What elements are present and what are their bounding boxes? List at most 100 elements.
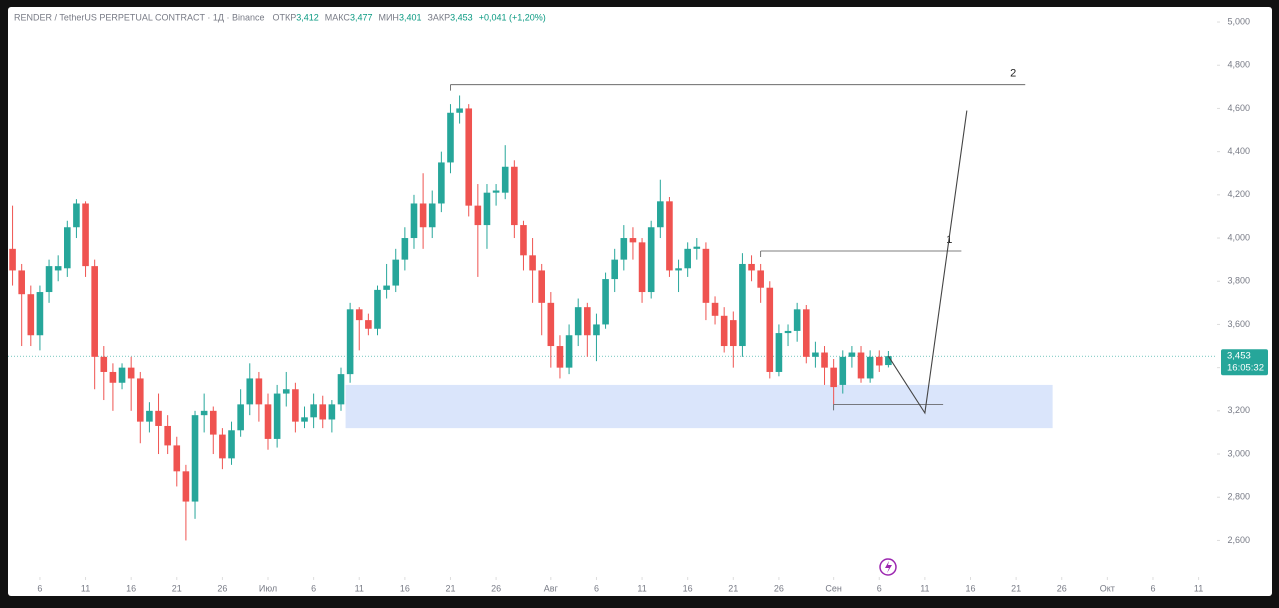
y-tick-label: 2,600 <box>1227 535 1250 545</box>
candle-body <box>492 190 500 193</box>
candle-body <box>793 309 801 331</box>
y-tick-label: 4,800 <box>1227 60 1250 70</box>
candle-body <box>866 356 874 379</box>
candle-body <box>146 410 153 422</box>
candle-body <box>282 389 290 394</box>
legend-value: 3,412 <box>296 12 319 22</box>
y-tick-label: 3,000 <box>1227 448 1250 458</box>
candle-body <box>255 378 263 405</box>
last-price-label: 3,453 <box>1227 351 1251 362</box>
x-tick-label: 11 <box>355 583 364 593</box>
candle-body <box>45 266 53 293</box>
candle-body <box>355 309 363 321</box>
legend-label: ОТКР <box>273 12 297 22</box>
candle-body <box>812 352 819 357</box>
candle-body <box>164 425 171 446</box>
x-tick-label: 16 <box>965 583 975 593</box>
candle-body <box>611 259 618 280</box>
last-price-box <box>1221 349 1268 376</box>
candle-body <box>666 201 673 271</box>
candle-body <box>337 374 345 405</box>
candle-body <box>775 333 783 372</box>
candle-body <box>100 356 108 372</box>
y-tick-label: 3,800 <box>1227 276 1250 286</box>
x-tick-label: 6 <box>594 583 599 593</box>
candle-body <box>757 270 764 288</box>
legend-label: МИН <box>378 12 398 22</box>
candle-body <box>319 404 327 420</box>
x-tick-label: 26 <box>1057 583 1067 593</box>
y-tick-label: 5,000 <box>1227 16 1250 26</box>
x-tick-label: 11 <box>1194 583 1203 593</box>
candle-body <box>200 410 208 416</box>
legend-value: +0,041 (+1,20%) <box>479 12 546 22</box>
candle-body <box>219 434 226 459</box>
candle-body <box>365 320 372 329</box>
legend-value: 3,401 <box>399 12 422 22</box>
candle-body <box>273 393 281 439</box>
x-tick-label: 21 <box>728 583 738 593</box>
legend-label: МАКС <box>325 12 351 22</box>
x-tick-label: 21 <box>1011 583 1021 593</box>
candle-body <box>657 201 664 228</box>
candle-body <box>784 330 792 334</box>
x-tick-label: 6 <box>37 583 42 593</box>
y-tick-label: 2,800 <box>1227 492 1250 502</box>
candle-body <box>447 112 454 163</box>
candle-body <box>73 203 80 228</box>
candle-body <box>875 356 883 366</box>
candle-body <box>529 255 536 271</box>
candle-body <box>739 263 746 347</box>
candle-body <box>127 367 135 379</box>
candle-body <box>848 352 856 357</box>
candle-body <box>675 268 682 271</box>
projection-path <box>887 110 968 415</box>
events-icon-bolt <box>885 561 892 573</box>
candle-body <box>885 356 892 366</box>
candle-body <box>410 203 418 239</box>
candle-body <box>729 320 737 347</box>
candle-body <box>328 404 336 420</box>
legend-label: ЗАКР <box>427 12 450 22</box>
candle-body <box>228 430 235 459</box>
chart-area <box>8 7 1272 596</box>
candle-body <box>620 238 628 260</box>
candle-body <box>501 166 509 193</box>
x-tick-label: Сен <box>825 583 842 593</box>
candle-body <box>301 417 308 422</box>
y-tick-label: 4,400 <box>1227 146 1250 156</box>
legend-title: RENDER / TetherUS PERPETUAL CONTRACT · 1… <box>14 12 265 22</box>
countdown: 16:05:32 <box>1227 363 1264 374</box>
candle-body <box>173 445 181 472</box>
candle-body <box>292 389 299 422</box>
candle-body <box>155 410 162 426</box>
candle-body <box>191 415 199 502</box>
candle-body <box>711 302 719 316</box>
y-tick-label: 3,600 <box>1227 319 1250 329</box>
x-tick-label: 16 <box>400 583 410 593</box>
candle-body <box>136 378 144 422</box>
candle-body <box>830 367 837 388</box>
candle-body <box>584 307 591 336</box>
candle-body <box>802 309 810 357</box>
y-tick-label: 3,200 <box>1227 405 1250 415</box>
x-tick-label: 21 <box>172 583 182 593</box>
candle-body <box>511 166 518 226</box>
candle-body <box>209 410 217 435</box>
candle-body <box>401 238 409 260</box>
candle-body <box>748 263 755 271</box>
candle-body <box>54 266 62 271</box>
candle-body <box>602 279 609 325</box>
x-tick-label: 26 <box>217 583 227 593</box>
x-tick-label: 6 <box>1150 583 1155 593</box>
candle-body <box>383 285 390 290</box>
candle-body <box>264 404 272 439</box>
candle-body <box>766 287 774 372</box>
y-tick-label: 4,600 <box>1227 103 1250 113</box>
x-tick-label: 26 <box>774 583 784 593</box>
candle-body <box>374 289 381 329</box>
y-tick-label: 4,000 <box>1227 232 1250 242</box>
x-tick-label: 6 <box>311 583 316 593</box>
candle-body <box>556 346 564 368</box>
events-icon[interactable] <box>879 558 897 576</box>
